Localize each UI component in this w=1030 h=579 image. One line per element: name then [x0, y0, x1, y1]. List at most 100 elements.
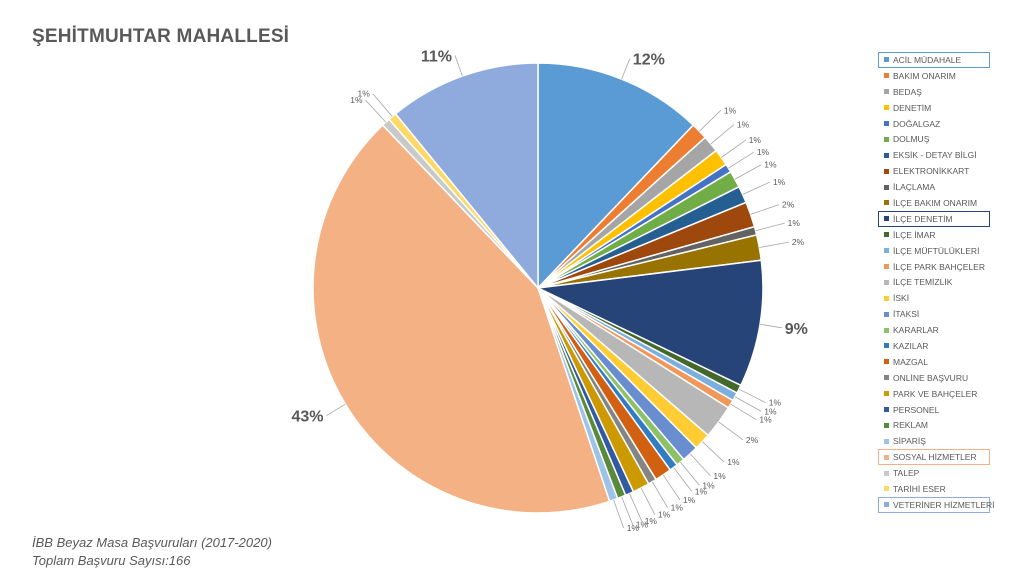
legend-item-ilce-bakim-onarim: İLÇE BAKIM ONARIM	[878, 195, 990, 211]
pie-slice-sosyal-hizmetler	[312, 124, 611, 514]
footnote-total: Toplam Başvuru Sayısı:166	[32, 553, 191, 568]
leader-line-personel	[629, 493, 643, 522]
legend-swatch	[884, 184, 889, 190]
legend-label: TARİHİ ESER	[893, 483, 946, 494]
legend-label: İSKİ	[893, 293, 910, 304]
legend-label: BEDAŞ	[893, 86, 922, 97]
data-label-itaksi: 1%	[713, 471, 726, 481]
leader-line-tarihi-eser	[372, 93, 393, 117]
legend-label: SOSYAL HİZMETLER	[893, 452, 977, 463]
legend-swatch	[884, 136, 889, 142]
leader-line-dolmus	[734, 164, 762, 180]
legend-swatch	[884, 375, 889, 381]
legend-label: TALEP	[893, 468, 920, 479]
data-label-bakim-onarim: 1%	[724, 105, 737, 115]
data-label-veteriner-hizmetleri: 11%	[421, 48, 452, 65]
data-label-acil-mudahale: 12%	[633, 52, 665, 69]
leader-line-kazilar	[673, 467, 693, 492]
leader-line-mazgal	[662, 474, 681, 501]
data-label-reklam: 1%	[636, 520, 649, 530]
legend-swatch	[884, 216, 889, 222]
legend-swatch	[884, 105, 889, 111]
legend-swatch	[884, 486, 889, 492]
chart-legend: ACİL MÜDAHALE BAKIM ONARIM BEDAŞ DENETİM DOĞ…	[878, 52, 995, 513]
chart-title: ŞEHİTMUHTAR MAHALLESİ	[32, 26, 290, 47]
leader-line-eksik-detay-bilgi	[742, 181, 771, 195]
legend-item-denetim: DENETİM	[878, 100, 990, 116]
legend-item-eksik-detay-bilgi: EKSİK - DETAY BİLGİ	[878, 147, 990, 163]
data-label-ilce-temizlik: 2%	[746, 435, 759, 445]
legend-item-dolmus: DOLMUŞ	[878, 131, 990, 147]
data-label-mazgal: 1%	[683, 495, 696, 505]
legend-swatch	[884, 407, 889, 413]
legend-label: EKSİK - DETAY BİLGİ	[893, 150, 977, 161]
pie-slice-ilce-denetim	[535, 259, 764, 387]
legend-item-acil-mudahale: ACİL MÜDAHALE	[878, 52, 990, 68]
legend-item-park-ve-bahceler: PARK VE BAHÇELER	[878, 386, 990, 402]
chart-footnote: İBB Beyaz Masa Başvuruları (2017-2020) T…	[32, 534, 272, 570]
data-label-personel: 1%	[645, 516, 658, 526]
legend-item-ilce-temizlik: İLÇE TEMİZLİK	[878, 274, 990, 290]
data-label-ilce-imar: 1%	[769, 398, 782, 408]
legend-label: ELEKTRONİKKART	[893, 166, 970, 177]
legend-label: MAZGAL	[893, 356, 928, 367]
leader-line-ilce-bakim-onarim	[759, 241, 789, 248]
legend-label: REKLAM	[893, 420, 928, 431]
legend-label: İLÇE MÜFTÜLÜKLERİ	[893, 245, 980, 256]
legend-label: BAKIM ONARIM	[893, 70, 956, 81]
legend-swatch	[884, 152, 889, 158]
legend-swatch	[884, 327, 889, 333]
leader-line-iski	[702, 441, 725, 463]
legend-label: PARK VE BAHÇELER	[893, 388, 978, 399]
legend-label: DENETİM	[893, 102, 932, 113]
legend-item-kazilar: KAZILAR	[878, 338, 990, 354]
legend-item-ilce-denetim: İLÇE DENETİM	[878, 210, 990, 227]
footnote-source: İBB Beyaz Masa Başvuruları (2017-2020)	[32, 535, 272, 550]
data-label-ilce-denetim: 9%	[785, 321, 808, 338]
data-label-iski: 1%	[727, 457, 740, 467]
data-label-ilaclama: 1%	[788, 218, 801, 228]
data-label-tarihi-eser: 1%	[358, 89, 371, 99]
legend-item-itaksi: İTAKSİ	[878, 306, 990, 322]
legend-swatch	[884, 422, 889, 428]
legend-item-elektronikkart: ELEKTRONİKKART	[878, 163, 990, 179]
leader-line-ilce-muftulukleri	[734, 396, 762, 412]
legend-item-tarihi-eser: TARİHİ ESER	[878, 481, 990, 497]
leader-line-elektronikkart	[750, 204, 780, 215]
legend-label: KAZILAR	[893, 340, 929, 351]
legend-swatch	[884, 295, 889, 301]
leader-line-park-ve-bahceler	[640, 487, 656, 515]
leader-line-ilce-denetim	[759, 323, 782, 329]
leader-line-bakim-onarim	[699, 109, 722, 132]
legend-swatch	[884, 200, 889, 206]
legend-label: İLÇE İMAR	[893, 229, 936, 240]
leader-line-dogalgaz	[728, 151, 755, 169]
legend-item-talep: TALEP	[878, 465, 990, 481]
data-label-kararlar: 1%	[702, 480, 715, 490]
data-label-ilce-bakim-onarim: 2%	[792, 237, 805, 247]
legend-swatch	[884, 89, 889, 95]
leader-line-denetim	[721, 139, 746, 158]
legend-label: DOĞALGAZ	[893, 118, 941, 129]
leader-line-siparis	[613, 499, 625, 529]
legend-item-personel: PERSONEL	[878, 402, 990, 418]
leader-line-talep	[365, 99, 387, 123]
legend-swatch	[884, 57, 889, 63]
legend-label: VETERİNER HİZMETLERİ	[893, 499, 995, 510]
legend-swatch	[884, 264, 889, 270]
legend-item-dogalgaz: DOĞALGAZ	[878, 116, 990, 132]
data-label-bedas: 1%	[737, 120, 750, 130]
legend-swatch	[884, 311, 889, 317]
legend-item-mazgal: MAZGAL	[878, 354, 990, 370]
legend-item-veteriner-hizmetleri: VETERİNER HİZMETLERİ	[878, 496, 995, 513]
legend-item-ilaclama: İLAÇLAMA	[878, 179, 990, 195]
legend-label: İTAKSİ	[893, 309, 920, 320]
legend-label: İLÇE DENETİM	[893, 213, 953, 224]
data-label-online-basvuru: 1%	[671, 503, 684, 513]
data-label-sosyal-hizmetler: 43%	[291, 409, 323, 426]
legend-swatch	[884, 343, 889, 349]
data-label-eksik-detay-bilgi: 1%	[773, 177, 786, 187]
pie-slice-veteriner-hizmetleri	[394, 62, 539, 291]
legend-item-kararlar: KARARLAR	[878, 322, 990, 338]
